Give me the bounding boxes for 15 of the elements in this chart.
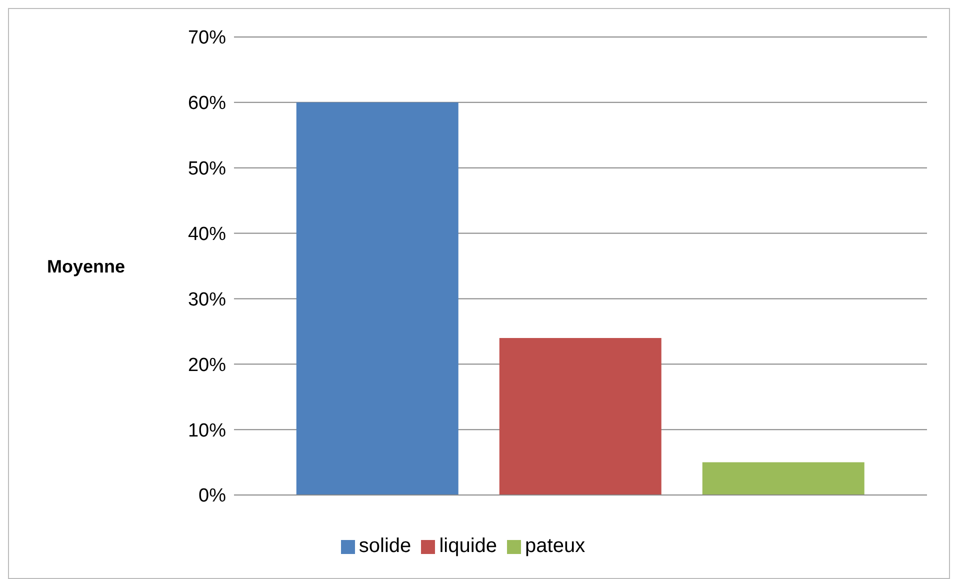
y-tick-label: 20%	[188, 354, 226, 376]
y-tick-label: 70%	[188, 28, 226, 49]
bar	[296, 102, 458, 495]
legend-label: pateux	[525, 535, 586, 557]
y-tick-label: 40%	[188, 224, 226, 246]
bar	[499, 338, 662, 495]
legend-label: liquide	[439, 535, 498, 557]
y-axis-title: Moyenne	[47, 256, 126, 276]
bar	[702, 462, 864, 495]
y-tick-label: 10%	[188, 420, 226, 442]
y-tick-label: 0%	[198, 486, 226, 507]
y-tick-label: 50%	[188, 158, 226, 180]
y-tick-label: 30%	[188, 289, 226, 310]
legend-label: solide	[358, 535, 412, 557]
y-tick-label: 60%	[188, 93, 226, 114]
